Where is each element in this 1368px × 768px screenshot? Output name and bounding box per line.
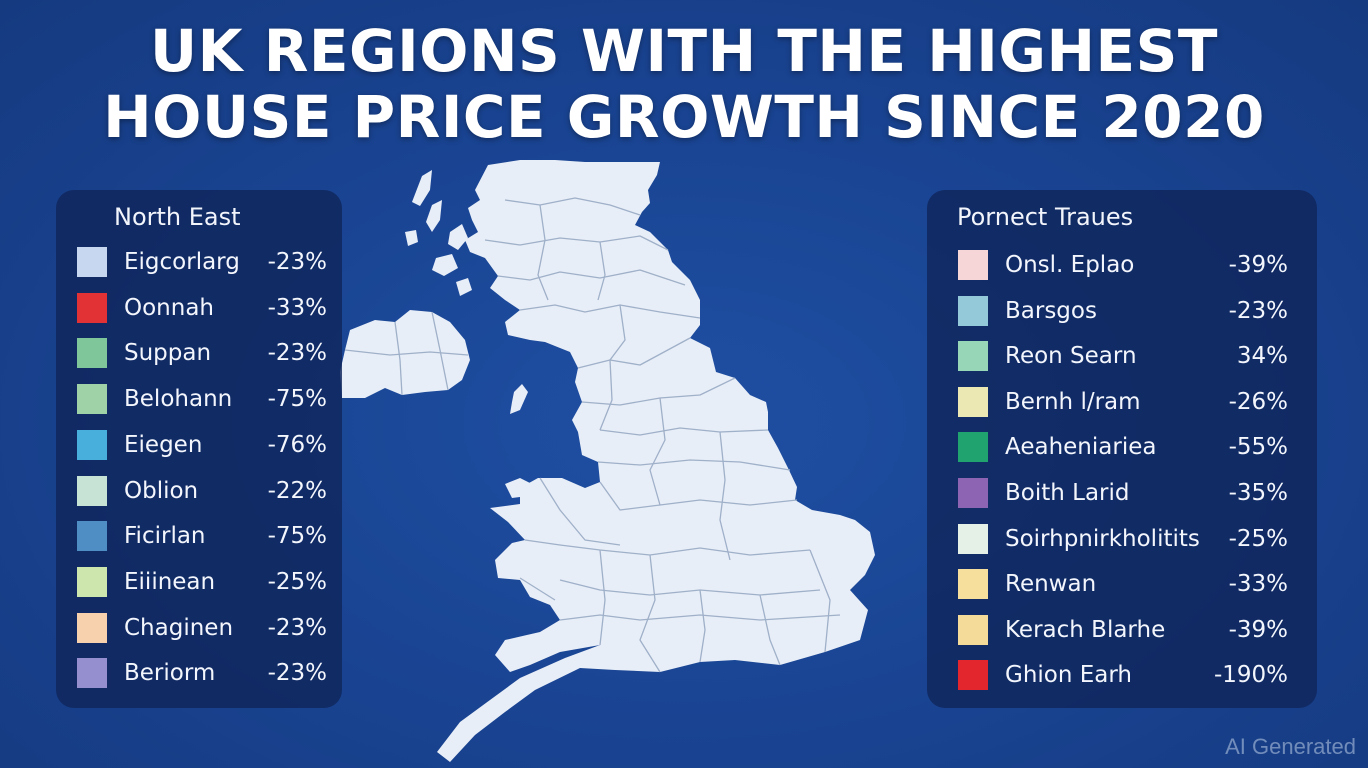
legend-label: Boith Larid	[1005, 480, 1130, 506]
legend-label: Ficirlan	[124, 523, 206, 550]
legend-item: Chaginen -23%	[77, 612, 327, 644]
legend-value: -25%	[1228, 525, 1288, 552]
legend-item: Beriorm -23%	[77, 657, 327, 689]
legend-item: Reon Searn 34%	[958, 340, 1288, 372]
legend-label: Onsl. Eplao	[1005, 252, 1135, 278]
legend-swatch	[77, 429, 107, 460]
legend-swatch	[77, 247, 107, 277]
legend-value: -76%	[267, 431, 327, 458]
legend-label: Eiiinean	[124, 568, 216, 595]
legend-value: -26%	[1228, 388, 1288, 415]
legend-value: -23%	[267, 660, 327, 687]
legend-label: Soirhpnirkholitits	[1005, 525, 1200, 552]
legend-swatch	[958, 523, 988, 554]
legend-value: -33%	[267, 294, 327, 321]
legend-value: -55%	[1228, 434, 1288, 461]
legend-swatch	[77, 338, 107, 369]
legend-value: -39%	[1228, 252, 1288, 278]
legend-value: -39%	[1228, 616, 1288, 643]
legend-item: Boith Larid -35%	[958, 477, 1288, 509]
legend-swatch	[77, 566, 107, 597]
legend-swatch	[958, 478, 988, 508]
legend-item: Kerach Blarhe -39%	[958, 614, 1288, 646]
legend-item: Oonnah -33%	[77, 292, 327, 324]
left-legend-title: North East	[114, 203, 241, 231]
legend-item: Aeaheniariea -55%	[958, 431, 1288, 463]
legend-label: Renwan	[1005, 571, 1097, 598]
legend-value: -35%	[1228, 480, 1288, 506]
legend-label: Aeaheniariea	[1005, 434, 1157, 461]
legend-label: Kerach Blarhe	[1005, 616, 1166, 643]
legend-label: Chaginen	[124, 614, 234, 641]
legend-label: Eigcorlarg	[124, 249, 240, 275]
title-line-1: UK REGIONS WITH THE HIGHEST	[149, 17, 1218, 85]
legend-swatch	[958, 432, 988, 463]
legend-swatch	[958, 250, 988, 280]
legend-item: Eigcorlarg -23%	[77, 246, 327, 278]
legend-item: Ficirlan -75%	[77, 520, 327, 552]
legend-swatch	[958, 614, 988, 645]
legend-label: Oblion	[124, 477, 199, 504]
legend-item: Oblion -22%	[77, 475, 327, 507]
left-legend-panel: North East Eigcorlarg -23% Oonnah -33% Suppa…	[56, 190, 342, 708]
legend-label: Bernh l/ram	[1005, 388, 1141, 415]
legend-value: -75%	[267, 523, 327, 550]
legend-item: Eiiinean -25%	[77, 566, 327, 598]
legend-value: -23%	[267, 249, 327, 275]
legend-swatch	[958, 386, 988, 417]
great-britain-landmass	[437, 160, 875, 762]
legend-item: Soirhpnirkholitits -25%	[958, 523, 1288, 555]
legend-label: Reon Searn	[1005, 343, 1137, 370]
legend-value: -33%	[1228, 571, 1288, 598]
legend-swatch	[77, 612, 107, 643]
legend-swatch	[77, 292, 107, 323]
legend-swatch	[77, 521, 107, 552]
legend-label: Belohann	[124, 386, 233, 413]
legend-value: 34%	[1236, 343, 1288, 370]
legend-swatch	[958, 660, 988, 691]
legend-swatch	[77, 475, 107, 506]
legend-value: -22%	[267, 477, 327, 504]
legend-label: Suppan	[124, 340, 212, 367]
legend-label: Barsgos	[1005, 297, 1097, 324]
legend-value: -190%	[1213, 662, 1288, 689]
right-legend-title: Pornect Traues	[957, 203, 1134, 231]
legend-value: -23%	[267, 340, 327, 367]
legend-item: Suppan -23%	[77, 337, 327, 369]
legend-item: Barsgos -23%	[958, 295, 1288, 327]
legend-value: -75%	[267, 386, 327, 413]
legend-item: Onsl. Eplao -39%	[958, 249, 1288, 281]
legend-item: Eiegen -76%	[77, 429, 327, 461]
legend-item: Renwan -33%	[958, 568, 1288, 600]
legend-item: Ghion Earh -190%	[958, 659, 1288, 691]
legend-value: -25%	[267, 568, 327, 595]
legend-swatch	[77, 658, 107, 689]
legend-swatch	[77, 384, 107, 415]
legend-item: Belohann -75%	[77, 383, 327, 415]
right-legend-panel: Pornect Traues Onsl. Eplao -39% Barsgos -23…	[927, 190, 1317, 708]
legend-swatch	[958, 295, 988, 326]
legend-label: Beriorm	[124, 660, 216, 687]
legend-label: Eiegen	[124, 431, 203, 458]
title-line-2: HOUSE PRICE GROWTH SINCE 2020	[103, 83, 1265, 151]
legend-item: Bernh l/ram -26%	[958, 386, 1288, 418]
legend-value: -23%	[1228, 297, 1288, 324]
legend-label: Oonnah	[124, 294, 215, 321]
legend-swatch	[958, 569, 988, 600]
uk-map	[340, 160, 875, 762]
watermark: AI Generated	[1225, 734, 1356, 759]
legend-swatch	[958, 341, 988, 372]
legend-value: -23%	[267, 614, 327, 641]
legend-label: Ghion Earh	[1005, 662, 1133, 689]
